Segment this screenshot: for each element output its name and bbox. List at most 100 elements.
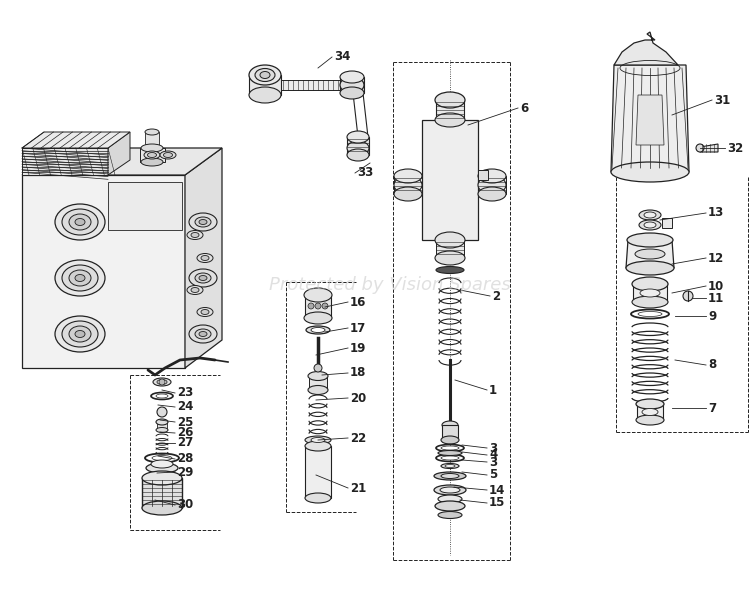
Ellipse shape: [635, 249, 665, 259]
Text: 33: 33: [357, 166, 373, 180]
Ellipse shape: [62, 321, 98, 347]
Polygon shape: [281, 80, 340, 90]
Ellipse shape: [195, 273, 211, 283]
Ellipse shape: [153, 378, 171, 386]
Text: 2: 2: [492, 289, 500, 303]
Ellipse shape: [626, 261, 674, 275]
Ellipse shape: [640, 289, 660, 297]
Ellipse shape: [187, 286, 203, 295]
Ellipse shape: [189, 269, 217, 287]
Ellipse shape: [638, 311, 662, 317]
Ellipse shape: [197, 253, 213, 262]
Text: 4: 4: [489, 448, 497, 462]
Text: 17: 17: [350, 322, 366, 334]
Polygon shape: [22, 148, 222, 175]
Ellipse shape: [305, 493, 331, 503]
Polygon shape: [140, 148, 165, 162]
Ellipse shape: [249, 65, 281, 85]
Ellipse shape: [441, 463, 459, 468]
Ellipse shape: [69, 270, 91, 286]
Ellipse shape: [435, 251, 465, 265]
Text: 14: 14: [489, 484, 505, 496]
Text: 13: 13: [708, 206, 725, 219]
Ellipse shape: [156, 394, 168, 398]
Polygon shape: [626, 240, 674, 268]
Ellipse shape: [644, 212, 656, 218]
Ellipse shape: [151, 460, 173, 468]
Ellipse shape: [632, 296, 668, 308]
Ellipse shape: [199, 275, 207, 281]
Ellipse shape: [642, 409, 658, 415]
Text: Protected by Vision Spares: Protected by Vision Spares: [269, 276, 511, 294]
Ellipse shape: [55, 204, 105, 240]
Ellipse shape: [69, 326, 91, 342]
Text: 11: 11: [708, 292, 725, 304]
Ellipse shape: [438, 512, 462, 518]
Ellipse shape: [157, 379, 167, 384]
Text: 24: 24: [177, 401, 193, 414]
Ellipse shape: [340, 77, 364, 93]
Ellipse shape: [636, 415, 664, 425]
Polygon shape: [185, 148, 222, 368]
Ellipse shape: [644, 222, 656, 228]
Ellipse shape: [434, 472, 466, 480]
Polygon shape: [442, 425, 458, 440]
Ellipse shape: [639, 220, 661, 230]
Ellipse shape: [435, 92, 465, 108]
Text: 27: 27: [177, 437, 193, 449]
Polygon shape: [700, 144, 718, 152]
Ellipse shape: [141, 158, 163, 166]
Ellipse shape: [75, 219, 85, 225]
Text: 12: 12: [708, 252, 725, 264]
Polygon shape: [157, 422, 167, 430]
Text: 3: 3: [489, 456, 497, 468]
Ellipse shape: [308, 385, 328, 395]
Text: 23: 23: [177, 387, 193, 400]
Ellipse shape: [441, 456, 459, 460]
Polygon shape: [614, 32, 678, 65]
Circle shape: [159, 379, 165, 385]
Ellipse shape: [438, 495, 462, 503]
Ellipse shape: [141, 144, 163, 152]
Ellipse shape: [152, 456, 172, 460]
Text: 5: 5: [489, 468, 497, 482]
Polygon shape: [22, 148, 108, 175]
Circle shape: [314, 364, 322, 372]
Circle shape: [322, 303, 328, 309]
Polygon shape: [305, 446, 331, 498]
Text: 31: 31: [714, 94, 731, 107]
Text: 34: 34: [334, 51, 351, 63]
Text: 32: 32: [727, 141, 743, 155]
Polygon shape: [145, 132, 159, 148]
Ellipse shape: [442, 421, 458, 429]
Text: 9: 9: [708, 309, 716, 323]
Circle shape: [308, 303, 314, 309]
Polygon shape: [108, 132, 130, 175]
Text: 30: 30: [177, 499, 193, 512]
Polygon shape: [340, 77, 364, 93]
Polygon shape: [22, 175, 185, 368]
Text: 6: 6: [520, 102, 529, 114]
Ellipse shape: [156, 419, 168, 425]
Ellipse shape: [69, 214, 91, 230]
Ellipse shape: [304, 288, 332, 302]
Ellipse shape: [62, 265, 98, 291]
Ellipse shape: [394, 169, 422, 183]
Text: 8: 8: [708, 359, 716, 371]
Ellipse shape: [445, 465, 455, 468]
Ellipse shape: [249, 87, 281, 103]
Ellipse shape: [611, 162, 689, 182]
Ellipse shape: [197, 308, 213, 317]
Circle shape: [683, 291, 693, 301]
Text: 19: 19: [350, 342, 366, 354]
Ellipse shape: [478, 176, 506, 194]
Ellipse shape: [311, 328, 325, 333]
Text: 15: 15: [489, 496, 505, 510]
Ellipse shape: [201, 256, 209, 261]
Ellipse shape: [311, 437, 325, 443]
Ellipse shape: [435, 113, 465, 127]
Ellipse shape: [187, 230, 203, 239]
Ellipse shape: [189, 325, 217, 343]
Polygon shape: [249, 75, 281, 95]
Ellipse shape: [160, 151, 176, 159]
